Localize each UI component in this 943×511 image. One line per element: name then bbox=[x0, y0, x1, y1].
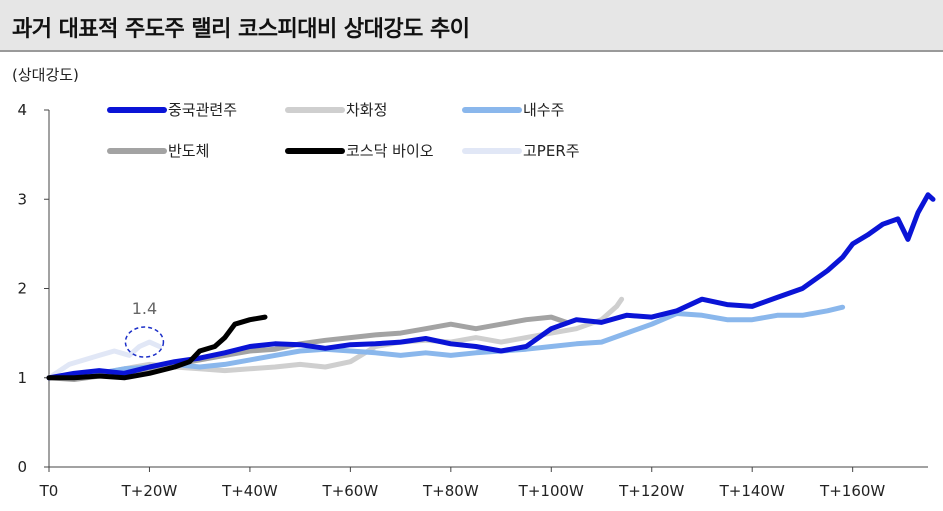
x-tick-label: T+160W bbox=[819, 482, 885, 500]
x-tick-label: T+140W bbox=[719, 482, 785, 500]
x-tick-label: T+40W bbox=[221, 482, 278, 500]
series-line bbox=[46, 296, 625, 381]
x-tick-label: T+20W bbox=[121, 482, 178, 500]
x-tick-label: T0 bbox=[39, 482, 59, 500]
x-tick-label: T+120W bbox=[618, 482, 684, 500]
x-tick-label: T+60W bbox=[322, 482, 379, 500]
legend-label: 차화정 bbox=[346, 101, 387, 119]
annotation-label: 1.4 bbox=[132, 299, 157, 318]
series-line bbox=[46, 192, 936, 381]
y-tick-label: 4 bbox=[17, 101, 27, 119]
legend-label: 중국관련주 bbox=[168, 101, 237, 119]
legend-label: 내수주 bbox=[523, 101, 564, 119]
y-tick-label: 3 bbox=[17, 190, 27, 208]
legend-label: 코스닥 바이오 bbox=[346, 142, 434, 160]
y-tick-label: 1 bbox=[17, 369, 27, 387]
x-tick-label: T+100W bbox=[518, 482, 584, 500]
legend-label: 반도체 bbox=[168, 142, 209, 160]
y-axis-label: (상대강도) bbox=[12, 66, 79, 84]
x-tick-label: T+80W bbox=[422, 482, 479, 500]
legend-label: 고PER주 bbox=[523, 142, 580, 160]
series-line bbox=[46, 339, 162, 381]
annotation-circle bbox=[124, 326, 165, 358]
y-tick-label: 2 bbox=[17, 280, 27, 298]
chart-title: 과거 대표적 주도주 랠리 코스피대비 상대강도 추이 bbox=[12, 17, 470, 42]
title-bar: 과거 대표적 주도주 랠리 코스피대비 상대강도 추이 bbox=[0, 0, 943, 52]
series-line bbox=[46, 314, 268, 381]
y-tick-label: 0 bbox=[17, 458, 27, 476]
